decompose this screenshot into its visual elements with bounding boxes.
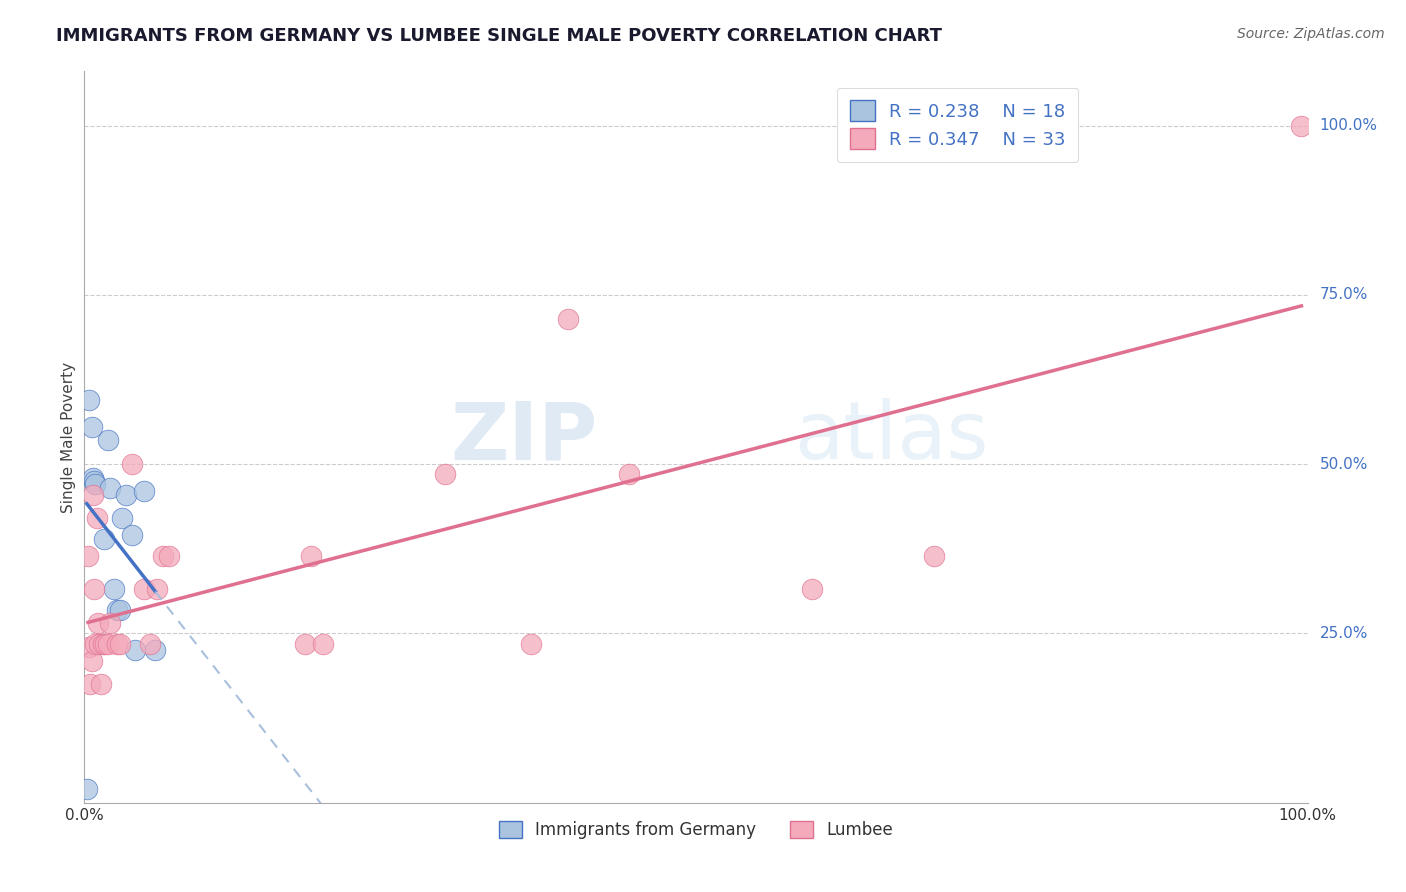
Point: [801, 582, 824, 597]
Point: [82, 488, 104, 502]
Text: 100.0%: 100.0%: [1320, 118, 1378, 133]
Point: [83, 474, 105, 488]
Point: [80, 654, 103, 668]
Text: IMMIGRANTS FROM GERMANY VS LUMBEE SINGLE MALE POVERTY CORRELATION CHART: IMMIGRANTS FROM GERMANY VS LUMBEE SINGLE…: [56, 27, 942, 45]
Point: [94, 637, 117, 651]
Point: [617, 467, 640, 482]
Point: [87, 637, 110, 651]
Point: [84, 637, 107, 651]
Point: [557, 311, 579, 326]
Text: Source: ZipAtlas.com: Source: ZipAtlas.com: [1237, 27, 1385, 41]
Point: [520, 637, 543, 651]
Point: [108, 637, 131, 651]
Point: [108, 603, 131, 617]
Point: [434, 467, 457, 482]
Point: [97, 637, 120, 651]
Point: [121, 528, 143, 542]
Point: [294, 637, 316, 651]
Point: [77, 549, 100, 563]
Point: [139, 637, 162, 651]
Point: [93, 532, 115, 546]
Point: [82, 471, 104, 485]
Text: atlas: atlas: [794, 398, 988, 476]
Point: [111, 511, 134, 525]
Point: [84, 477, 107, 491]
Point: [105, 603, 128, 617]
Point: [157, 549, 180, 563]
Y-axis label: Single Male Poverty: Single Male Poverty: [60, 361, 76, 513]
Point: [77, 392, 100, 407]
Point: [90, 677, 112, 691]
Point: [299, 549, 322, 563]
Point: [134, 484, 156, 499]
Point: [124, 643, 146, 657]
Point: [83, 582, 105, 597]
Point: [121, 457, 143, 471]
Point: [98, 616, 121, 631]
Legend: Immigrants from Germany, Lumbee: Immigrants from Germany, Lumbee: [492, 814, 900, 846]
Text: 75.0%: 75.0%: [1320, 287, 1368, 302]
Point: [91, 637, 114, 651]
Point: [76, 782, 98, 797]
Point: [924, 549, 946, 563]
Point: [143, 643, 166, 657]
Point: [103, 582, 125, 597]
Point: [98, 481, 121, 495]
Point: [115, 488, 138, 502]
Text: 25.0%: 25.0%: [1320, 626, 1368, 641]
Point: [97, 434, 120, 448]
Text: ZIP: ZIP: [451, 398, 598, 476]
Point: [77, 640, 100, 654]
Point: [80, 420, 103, 434]
Point: [152, 549, 174, 563]
Point: [145, 582, 167, 597]
Point: [1291, 119, 1313, 133]
Text: 50.0%: 50.0%: [1320, 457, 1368, 472]
Point: [87, 616, 110, 631]
Point: [134, 582, 156, 597]
Point: [105, 637, 128, 651]
Point: [86, 511, 108, 525]
Point: [79, 677, 101, 691]
Point: [312, 637, 335, 651]
